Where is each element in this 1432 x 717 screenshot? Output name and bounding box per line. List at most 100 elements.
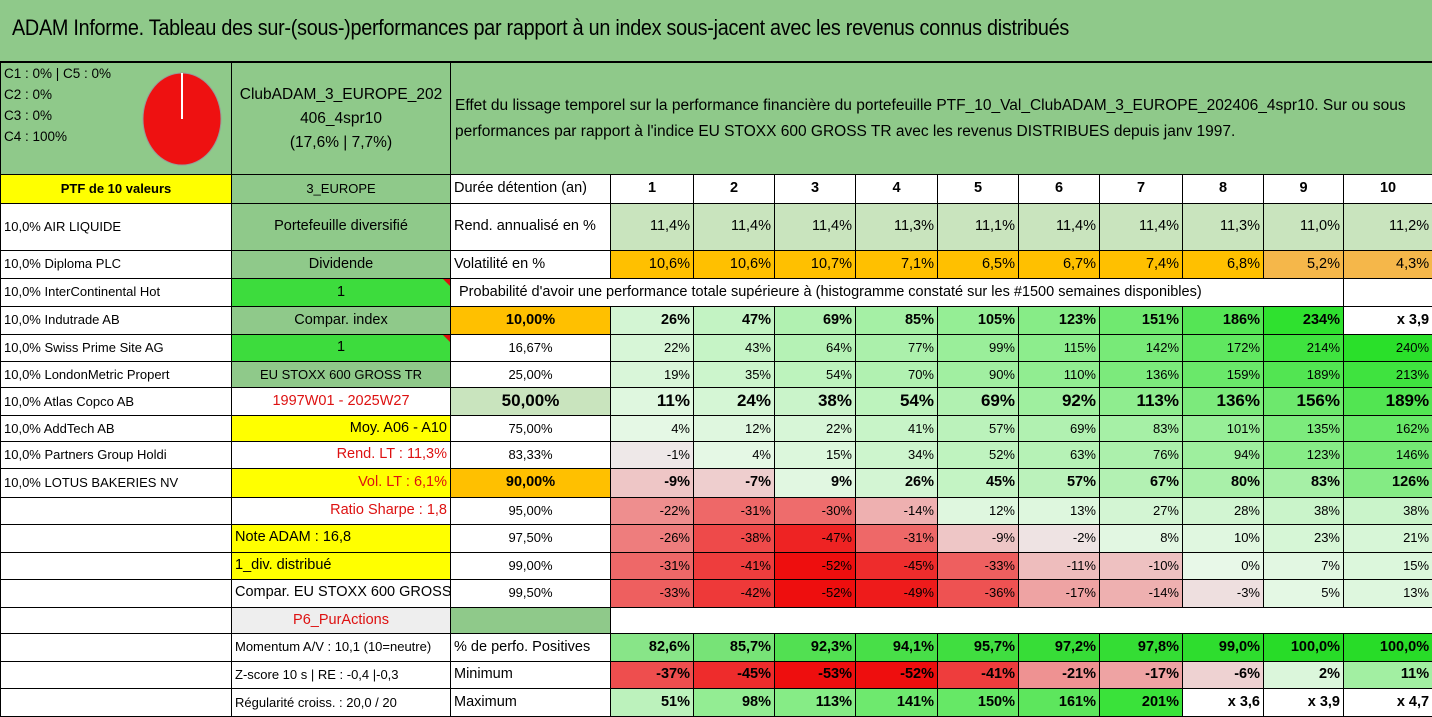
quantile-level: 97,50% bbox=[450, 524, 611, 553]
positive-pct-value: 99,0% bbox=[1182, 633, 1264, 662]
vol-row: 10,0% Diploma PLC Dividende Volatilité e… bbox=[0, 249, 1432, 280]
p6-row: P6_PurActions bbox=[0, 606, 1432, 635]
positive-pct-value: 94,1% bbox=[855, 633, 938, 662]
quantile-value: 83% bbox=[1263, 467, 1344, 498]
quantile-value: -9% bbox=[610, 467, 694, 498]
quantile-value: 113% bbox=[1099, 387, 1183, 416]
quantile-value: 126% bbox=[1342, 467, 1432, 498]
duration-1: 1 bbox=[610, 174, 694, 204]
quantile-value: 12% bbox=[693, 414, 775, 443]
rend-value: 11,2% bbox=[1342, 202, 1432, 251]
quantile-value: 136% bbox=[1099, 360, 1183, 389]
quantile-value: 24% bbox=[693, 387, 775, 416]
holding-8: 10,0% AddTech AB bbox=[0, 414, 232, 443]
quantile-level: 50,00% bbox=[450, 387, 611, 416]
sharpe-ratio: Ratio Sharpe : 1,8 bbox=[231, 496, 451, 526]
quantile-value: 240% bbox=[1342, 334, 1432, 362]
quantile-value: -7% bbox=[693, 467, 775, 498]
quantile-level: 90,00% bbox=[450, 467, 611, 498]
class-line: C3 : 0% bbox=[4, 108, 53, 123]
quantile-value: -33% bbox=[937, 551, 1019, 581]
rend-value: 11,4% bbox=[1099, 202, 1183, 251]
rend-value: 11,1% bbox=[937, 202, 1019, 251]
quantile-row: 1_div. distribué 99,00% -31% -41% -52% -45% -… bbox=[0, 551, 1432, 581]
quantile-value: -26% bbox=[610, 524, 694, 553]
quantile-value: 15% bbox=[1342, 551, 1432, 581]
club-name: ClubADAM_3_EUROPE_202 bbox=[239, 85, 443, 103]
rend-label: Rend. annualisé en % bbox=[450, 202, 611, 251]
class-breakdown-cell: C1 : 0% | C5 : 0% C2 : 0% C3 : 0% C4 : 1… bbox=[0, 61, 232, 176]
quantile-value: 38% bbox=[774, 387, 856, 416]
holding-5: 10,0% Swiss Prime Site AG bbox=[0, 334, 232, 362]
class-line: C1 : 0% | C5 : 0% bbox=[4, 66, 112, 81]
portfolio-type: Portefeuille diversifié bbox=[231, 202, 451, 251]
vol-value: 7,4% bbox=[1099, 249, 1183, 280]
dividende-label: Dividende bbox=[231, 249, 451, 280]
quantile-value: -11% bbox=[1018, 551, 1100, 581]
maximum-value: 113% bbox=[774, 688, 856, 717]
quantile-value: 110% bbox=[1018, 360, 1100, 389]
quantile-value: 69% bbox=[774, 305, 856, 336]
description-cell: Effet du lissage temporel sur la perform… bbox=[449, 61, 1432, 176]
blank-cell bbox=[0, 496, 232, 526]
quantile-value: 156% bbox=[1263, 387, 1344, 416]
quantile-value: 172% bbox=[1182, 334, 1264, 362]
compar-full: Compar. EU STOXX 600 GROSS TR bbox=[231, 579, 451, 608]
adam-note: Note ADAM : 16,8 bbox=[231, 524, 451, 553]
vol-value: 10,7% bbox=[774, 249, 856, 280]
holding-1: 10,0% AIR LIQUIDE bbox=[0, 202, 232, 251]
vol-lt: Vol. LT : 6,1% bbox=[231, 467, 451, 498]
holding-3: 10,0% InterContinental Hot bbox=[0, 278, 232, 307]
blank-cell bbox=[0, 606, 232, 635]
quantile-value: -2% bbox=[1018, 524, 1100, 553]
quantile-value: 4% bbox=[693, 441, 775, 469]
quantile-value: 135% bbox=[1263, 414, 1344, 443]
club-perf: (17,6% | 7,7%) bbox=[289, 133, 393, 151]
quantile-value: -45% bbox=[855, 551, 938, 581]
quantile-value: -31% bbox=[610, 551, 694, 581]
quantile-row: Note ADAM : 16,8 97,50% -26% -38% -47% -31% -… bbox=[0, 524, 1432, 553]
title-banner: ADAM Informe. Tableau des sur-(sous-)per… bbox=[0, 0, 1432, 62]
quantile-value: 4% bbox=[610, 414, 694, 443]
vol-value: 6,8% bbox=[1182, 249, 1264, 280]
quantile-level: 75,00% bbox=[450, 414, 611, 443]
quantile-value: -36% bbox=[937, 579, 1019, 608]
description-text: Effet du lissage temporel sur la perform… bbox=[455, 96, 1406, 140]
minimum-value: 11% bbox=[1342, 660, 1432, 690]
flag-cell: 1 bbox=[231, 334, 451, 362]
minimum-value: -52% bbox=[855, 660, 938, 690]
quantile-value: -52% bbox=[774, 579, 856, 608]
report-title: ADAM Informe. Tableau des sur-(sous-)per… bbox=[12, 15, 1070, 40]
quantile-value: -14% bbox=[855, 496, 938, 526]
quantile-value: 13% bbox=[1342, 579, 1432, 608]
maximum-value: 201% bbox=[1099, 688, 1183, 717]
quantile-value: 54% bbox=[855, 387, 938, 416]
duration-5: 5 bbox=[937, 174, 1019, 204]
rend-value: 11,4% bbox=[610, 202, 694, 251]
quantile-value: 189% bbox=[1342, 387, 1432, 416]
class-line: C4 : 100% bbox=[4, 129, 68, 144]
duration-8: 8 bbox=[1182, 174, 1264, 204]
quantile-value: 10% bbox=[1182, 524, 1264, 553]
quantile-value: 7% bbox=[1263, 551, 1344, 581]
quantile-level: 99,50% bbox=[450, 579, 611, 608]
quantile-value: 34% bbox=[855, 441, 938, 469]
quantile-value: 13% bbox=[1018, 496, 1100, 526]
minimum-value: -6% bbox=[1182, 660, 1264, 690]
quantile-value: 115% bbox=[1018, 334, 1100, 362]
p6-swatch bbox=[450, 606, 611, 635]
vol-value: 6,5% bbox=[937, 249, 1019, 280]
quantile-value: 5% bbox=[1263, 579, 1344, 608]
quantile-value: 52% bbox=[937, 441, 1019, 469]
vol-label: Volatilité en % bbox=[450, 249, 611, 280]
max-row: Régularité croiss. : 20,0 / 20 Maximum 5… bbox=[0, 688, 1432, 717]
minimum-value: -37% bbox=[610, 660, 694, 690]
vol-value: 5,2% bbox=[1263, 249, 1344, 280]
blank-cell bbox=[0, 633, 232, 662]
maximum-value: 161% bbox=[1018, 688, 1100, 717]
proba-label: Probabilité d'avoir une performance tota… bbox=[450, 278, 1344, 307]
duration-label: Durée détention (an) bbox=[450, 174, 611, 204]
rend-value: 11,3% bbox=[1182, 202, 1264, 251]
quantile-value: -41% bbox=[693, 551, 775, 581]
maximum-value: x 4,7 bbox=[1342, 688, 1432, 717]
